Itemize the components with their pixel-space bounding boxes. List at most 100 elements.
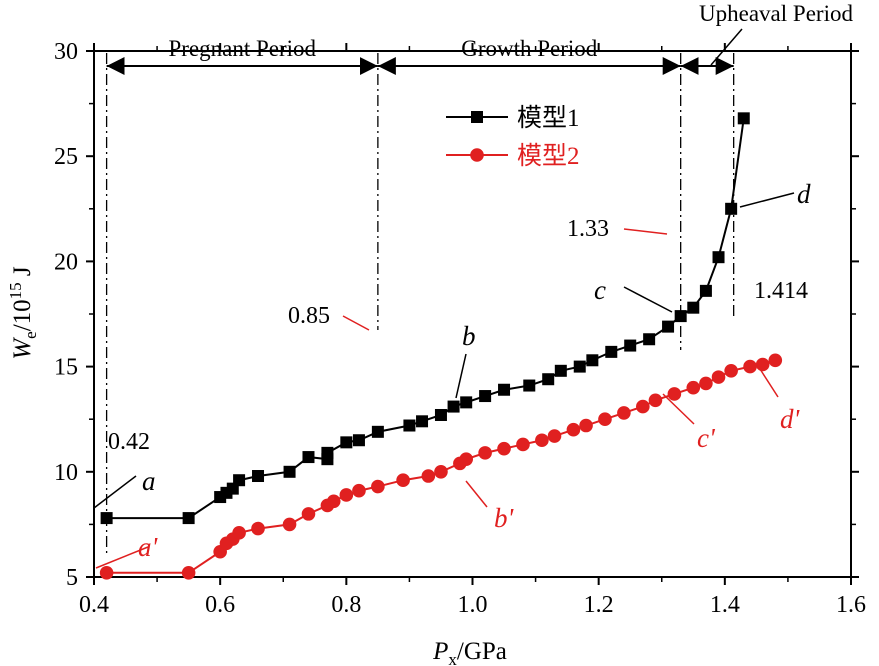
point-label: a xyxy=(142,466,156,496)
x-tick-label: 0.8 xyxy=(331,592,361,618)
boundary-value-label: 1.33 xyxy=(567,216,609,242)
x-tick-label: 0.6 xyxy=(205,592,235,618)
point-label: a' xyxy=(138,532,159,562)
series-layer xyxy=(99,112,783,580)
data-point xyxy=(624,339,637,352)
data-point xyxy=(542,373,555,386)
data-point xyxy=(724,364,738,378)
data-point xyxy=(554,364,567,377)
period-label: Growth Period xyxy=(461,36,598,61)
data-point xyxy=(99,565,114,580)
data-point xyxy=(687,301,700,314)
data-point xyxy=(478,446,492,460)
data-point xyxy=(460,396,473,409)
period-label-leader xyxy=(710,28,743,66)
data-point xyxy=(100,512,113,525)
data-point xyxy=(396,473,410,488)
data-point xyxy=(648,393,663,408)
data-point xyxy=(547,429,562,443)
y-tick-label: 25 xyxy=(54,144,78,170)
data-point xyxy=(497,441,511,456)
point-label-leader xyxy=(465,480,488,508)
axes: 0.4 0.6 0.8 1.0 1.2 1.4 1.6 5 10 15 20 25 30 xyxy=(54,39,866,618)
data-point xyxy=(321,446,334,459)
point-label: c xyxy=(594,275,606,305)
data-point xyxy=(535,433,549,448)
data-point xyxy=(301,507,316,521)
y-tick-label: 15 xyxy=(54,355,78,381)
data-point xyxy=(421,469,436,483)
data-point xyxy=(743,359,757,374)
data-point xyxy=(416,415,429,428)
data-point xyxy=(182,512,195,525)
data-point xyxy=(459,452,473,466)
data-point xyxy=(434,408,447,421)
point-label-leader xyxy=(739,192,795,208)
data-point xyxy=(283,465,296,478)
boundary-value-leader xyxy=(623,228,668,235)
point-label: c' xyxy=(697,423,716,453)
data-point xyxy=(737,112,750,125)
point-label-leader xyxy=(759,368,779,398)
data-point xyxy=(233,474,246,487)
data-point xyxy=(699,376,713,391)
y-tick-label: 20 xyxy=(54,249,78,275)
data-point xyxy=(371,425,384,438)
series-2 xyxy=(99,353,783,580)
reference-lines xyxy=(105,53,735,555)
series-line xyxy=(106,118,745,520)
point-label: d' xyxy=(780,404,801,434)
legend-label: 模型1 xyxy=(517,104,580,132)
data-point xyxy=(674,310,687,323)
data-point xyxy=(605,345,618,358)
x-axis-title: Px/GPa xyxy=(432,638,507,666)
point-label-leader xyxy=(455,353,467,399)
data-point xyxy=(447,400,460,413)
data-point xyxy=(352,483,366,498)
boundary-value-label: 0.42 xyxy=(108,429,150,455)
data-point xyxy=(523,379,536,392)
data-point xyxy=(352,434,365,447)
data-point xyxy=(252,470,265,483)
data-point xyxy=(371,479,385,494)
data-point xyxy=(232,526,246,540)
data-point xyxy=(498,383,511,396)
data-point xyxy=(181,565,196,580)
data-point xyxy=(282,517,297,532)
data-point xyxy=(434,465,448,479)
data-point xyxy=(340,436,353,449)
data-point xyxy=(643,333,656,346)
point-label-leader xyxy=(623,286,673,313)
period-label: Upheaval Period xyxy=(699,1,853,26)
data-point xyxy=(667,387,682,401)
x-tick-label: 1.2 xyxy=(584,592,614,618)
data-point xyxy=(302,451,315,464)
series-1 xyxy=(100,112,750,525)
period-label: Pregnant Period xyxy=(168,36,316,61)
data-point xyxy=(579,418,593,433)
data-point xyxy=(725,202,738,215)
point-label: b' xyxy=(494,503,515,533)
x-tick-label: 0.4 xyxy=(79,592,109,618)
data-point xyxy=(479,390,492,403)
boundary-value-label: 1.414 xyxy=(754,278,808,304)
data-point xyxy=(403,419,416,432)
data-point xyxy=(326,494,341,509)
legend-marker xyxy=(471,111,483,123)
data-point xyxy=(573,360,586,373)
boundary-value-label: 0.85 xyxy=(288,303,330,329)
data-point xyxy=(711,370,726,384)
boundary-value-leader xyxy=(342,315,370,331)
data-point xyxy=(566,422,581,437)
data-point xyxy=(712,251,725,264)
point-label-leader xyxy=(662,393,695,425)
data-point xyxy=(636,399,650,414)
data-point xyxy=(251,521,265,536)
data-point xyxy=(598,412,612,427)
data-point xyxy=(339,488,354,502)
x-tick-label: 1.4 xyxy=(710,592,740,618)
annotations: Pregnant Period Growth Period Upheaval Per… xyxy=(93,1,853,569)
data-point xyxy=(516,437,530,452)
